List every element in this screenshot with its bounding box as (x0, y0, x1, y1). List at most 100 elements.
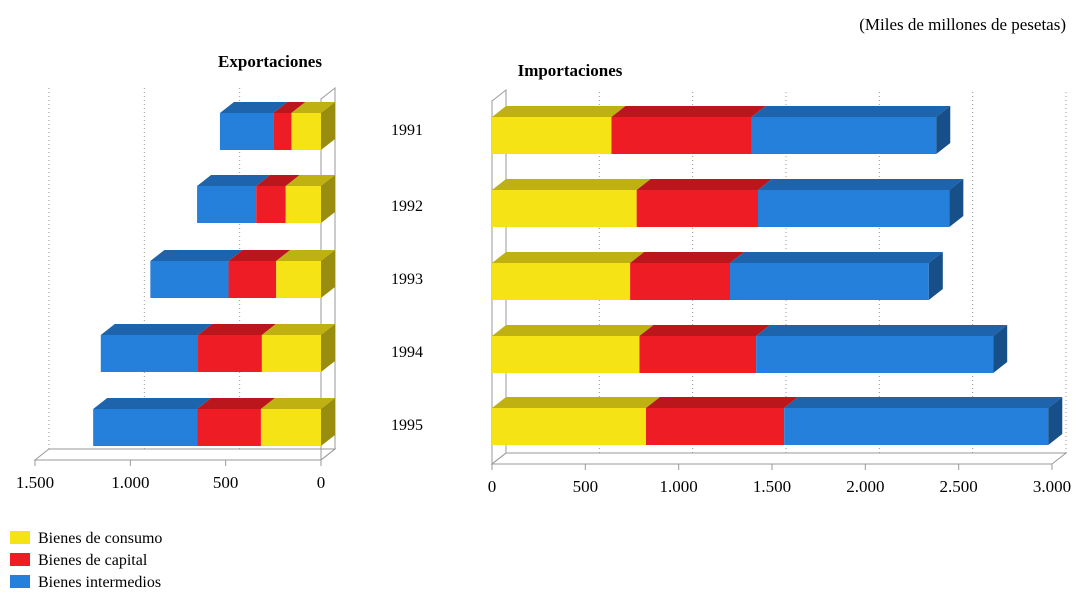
imports-bar-1994-capital-front (639, 336, 757, 373)
imports-bar-1994-intermedios (756, 325, 1008, 373)
exports-bar-1994-capital-top (198, 324, 276, 335)
legend-swatch (10, 531, 30, 544)
imports-bar-1992-consumo (492, 179, 651, 227)
imports-bar-1991-consumo-top (492, 106, 626, 117)
exports-bar-1993-capital-front (228, 261, 277, 298)
exports-bar-1995-consumo (260, 398, 335, 446)
imports-bar-1994-intermedios-top (756, 325, 1008, 336)
imports-bar-1994-capital-top (639, 325, 771, 336)
exports-bar-1995-intermedios-top (93, 398, 212, 409)
year-label-1993: 1993 (391, 271, 423, 288)
imports-bar-1994-end (993, 325, 1008, 373)
exports-bar-1992-intermedios (197, 175, 271, 223)
imports-tick-label: 1.000 (660, 477, 698, 496)
imports-bar-1995-capital-front (646, 408, 785, 445)
exports-bar-1995-intermedios-front (93, 409, 198, 446)
imports-bar-1995-end (1048, 397, 1063, 445)
imports-tick-label: 500 (573, 477, 599, 496)
imports-bar-1995-intermedios-top (784, 397, 1063, 408)
imports-tick-label: 0 (488, 477, 497, 496)
exports-bar-1991-capital-top (273, 102, 306, 113)
imports-bar-1994-consumo-top (492, 325, 654, 336)
imports-bar-1991-capital (611, 106, 766, 154)
imports-bar-1991-intermedios-front (751, 117, 937, 154)
imports-bar-1993-consumo-top (492, 252, 645, 263)
exports-bar-1995-capital (197, 398, 275, 446)
exports-bar-1992-consumo-top (285, 175, 335, 186)
exports-tick-label: 1.000 (111, 473, 149, 492)
legend: Bienes de consumo Bienes de capital Bienes… (10, 530, 162, 591)
exports-bar-1992-consumo (285, 175, 335, 223)
imports-bar-1992-end (949, 179, 964, 227)
exports-bar-1995-end (321, 398, 335, 446)
legend-swatch (10, 575, 30, 588)
exports-bar-1995-consumo-top (260, 398, 335, 409)
imports-bar-1994-capital (639, 325, 771, 373)
exports-bar-1993-end (321, 250, 335, 298)
imports-floor (490, 452, 1068, 465)
imports-bar-1994-consumo-front (492, 336, 640, 373)
imports-bar-1993-consumo (492, 252, 645, 300)
exports-bar-1994-intermedios-top (100, 324, 213, 335)
exports-bar-1994-consumo (261, 324, 335, 372)
imports-tick-label: 2.000 (846, 477, 884, 496)
exports-tick-label: 1.500 (16, 473, 54, 492)
imports-bar-1994-intermedios-front (756, 336, 994, 373)
exports-bar-1995-intermedios (93, 398, 212, 446)
exports-bar-1991-intermedios (219, 102, 288, 150)
exports-bar-1993-intermedios-top (150, 250, 243, 261)
exports-bar-1995-capital-top (197, 398, 275, 409)
exports-bar-1991-intermedios-front (219, 113, 274, 150)
imports-bar-1993-capital-top (630, 252, 744, 263)
exports-bar-1993-capital-top (228, 250, 291, 261)
imports-bar-1995-intermedios-front (784, 408, 1049, 445)
exports-bar-1993-intermedios-front (150, 261, 229, 298)
exports-bar-1992-intermedios-front (197, 186, 257, 223)
exports-bar-1993-consumo-top (276, 250, 335, 261)
exports-bar-1994-consumo-top (261, 324, 335, 335)
exports-bar-1994-consumo-front (261, 335, 321, 372)
imports-bar-1994-consumo (492, 325, 654, 373)
imports-bar-1995-consumo-top (492, 397, 660, 408)
imports-bar-1995-capital-top (646, 397, 799, 408)
imports-bar-1993-capital (630, 252, 744, 300)
imports-bar-1991-consumo-front (492, 117, 612, 154)
imports-bar-1991-capital-top (611, 106, 766, 117)
imports-bar-1991-capital-front (611, 117, 752, 154)
imports-bar-1993-end (928, 252, 943, 300)
imports-tick-label: 1.500 (753, 477, 791, 496)
imports-bar-1991-intermedios (751, 106, 951, 154)
year-label-1995: 1995 (391, 417, 423, 434)
legend-swatch (10, 553, 30, 566)
imports-bar-1992-intermedios-top (758, 179, 964, 190)
imports-bar-1991-end (936, 106, 951, 154)
exports-bar-1991-consumo-top (291, 102, 335, 113)
exports-bar-1994-intermedios (100, 324, 213, 372)
imports-bar-1992-consumo-front (492, 190, 637, 227)
exports-bar-1995-capital-front (197, 409, 261, 446)
imports-title: Importaciones (518, 61, 623, 80)
year-labels: 1991 1992 1993 1994 1995 (391, 122, 423, 434)
exports-panel: 1.500 1.000 500 0 (16, 86, 337, 492)
imports-bar-1992-consumo-top (492, 179, 651, 190)
imports-bar-1993-intermedios-front (730, 263, 929, 300)
imports-bar-1993-intermedios-top (730, 252, 943, 263)
exports-bar-1992-intermedios-top (197, 175, 271, 186)
exports-bar-1994-end (321, 324, 335, 372)
exports-bar-1994-capital-front (198, 335, 262, 372)
exports-bar-1994-capital (198, 324, 276, 372)
imports-bar-1995-consumo-front (492, 408, 646, 445)
exports-bar-1993-capital (228, 250, 291, 298)
imports-bar-1992-capital (636, 179, 772, 227)
exports-bar-1991-end (321, 102, 335, 150)
exports-bar-1992-capital-top (256, 175, 300, 186)
year-label-1991: 1991 (391, 122, 423, 139)
exports-bar-1994-intermedios-front (100, 335, 199, 372)
imports-bar-1995-intermedios (784, 397, 1063, 445)
exports-bar-1992-capital-front (256, 186, 286, 223)
imports-bar-1992-intermedios-front (758, 190, 950, 227)
exports-bar-1992-end (321, 175, 335, 223)
exports-bar-1991-consumo-front (291, 113, 321, 150)
exports-tick-label: 500 (213, 473, 239, 492)
